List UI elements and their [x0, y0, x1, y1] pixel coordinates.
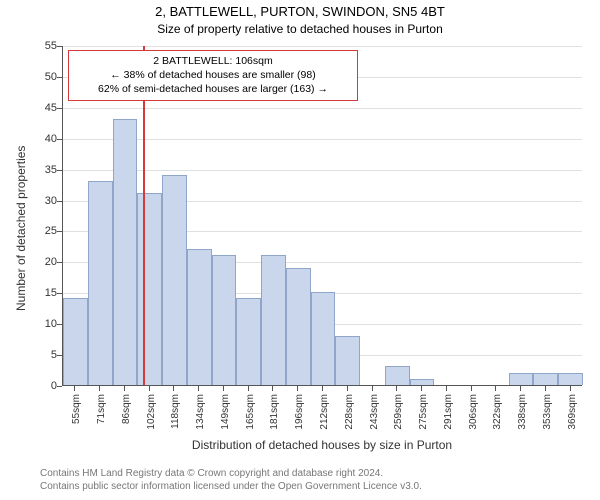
histogram-bar	[311, 292, 336, 385]
footer-line2: Contains public sector information licen…	[40, 480, 422, 493]
x-tick-label: 338sqm	[517, 394, 528, 439]
y-tick-mark	[57, 201, 62, 202]
x-tick-mark	[372, 386, 373, 391]
gridline	[63, 139, 582, 140]
histogram-bar	[410, 379, 435, 385]
annotation-line: 2 BATTLEWELL: 106sqm	[75, 54, 351, 68]
y-tick-label: 10	[45, 318, 57, 330]
x-tick-mark	[149, 386, 150, 391]
histogram-bar	[385, 366, 410, 385]
y-tick-mark	[57, 386, 62, 387]
histogram-chart: 2, BATTLEWELL, PURTON, SWINDON, SN5 4BT …	[0, 0, 600, 500]
y-tick-label: 40	[45, 133, 57, 145]
histogram-bar	[558, 373, 583, 385]
y-tick-mark	[57, 170, 62, 171]
x-tick-label: 369sqm	[567, 394, 578, 439]
x-tick-label: 306sqm	[468, 394, 479, 439]
annotation-line: ← 38% of detached houses are smaller (98…	[75, 68, 351, 82]
y-tick-label: 50	[45, 71, 57, 83]
x-tick-label: 212sqm	[319, 394, 330, 439]
histogram-bar	[509, 373, 534, 385]
histogram-bar	[335, 336, 360, 385]
y-tick-mark	[57, 77, 62, 78]
x-tick-mark	[99, 386, 100, 391]
histogram-bar	[162, 175, 187, 385]
y-tick-label: 35	[45, 164, 57, 176]
x-tick-label: 196sqm	[294, 394, 305, 439]
y-tick-mark	[57, 355, 62, 356]
y-axis-label: Number of detached properties	[14, 146, 28, 311]
y-tick-label: 20	[45, 256, 57, 268]
annotation-box: 2 BATTLEWELL: 106sqm← 38% of detached ho…	[68, 50, 358, 101]
x-tick-mark	[396, 386, 397, 391]
x-tick-mark	[347, 386, 348, 391]
x-tick-mark	[223, 386, 224, 391]
x-axis-label: Distribution of detached houses by size …	[62, 438, 582, 452]
y-tick-label: 15	[45, 287, 57, 299]
chart-title-line1: 2, BATTLEWELL, PURTON, SWINDON, SN5 4BT	[0, 4, 600, 19]
x-tick-label: 86sqm	[121, 394, 132, 439]
x-tick-mark	[545, 386, 546, 391]
x-tick-mark	[173, 386, 174, 391]
y-tick-mark	[57, 139, 62, 140]
footer-line1: Contains HM Land Registry data © Crown c…	[40, 467, 383, 480]
x-tick-label: 259sqm	[393, 394, 404, 439]
x-tick-label: 228sqm	[344, 394, 355, 439]
annotation-line: 62% of semi-detached houses are larger (…	[75, 82, 351, 96]
x-tick-label: 322sqm	[492, 394, 503, 439]
x-tick-label: 102sqm	[146, 394, 157, 439]
histogram-bar	[137, 193, 162, 385]
y-tick-mark	[57, 324, 62, 325]
gridline	[63, 170, 582, 171]
y-tick-label: 55	[45, 40, 57, 52]
x-tick-mark	[446, 386, 447, 391]
x-tick-mark	[198, 386, 199, 391]
x-tick-mark	[74, 386, 75, 391]
histogram-bar	[261, 255, 286, 385]
x-tick-mark	[248, 386, 249, 391]
x-tick-label: 275sqm	[418, 394, 429, 439]
x-tick-mark	[495, 386, 496, 391]
x-tick-mark	[297, 386, 298, 391]
histogram-bar	[63, 298, 88, 385]
gridline	[63, 46, 582, 47]
y-tick-label: 45	[45, 102, 57, 114]
y-tick-mark	[57, 231, 62, 232]
x-tick-label: 149sqm	[220, 394, 231, 439]
histogram-bar	[113, 119, 138, 385]
x-tick-label: 55sqm	[71, 394, 82, 439]
histogram-bar	[236, 298, 261, 385]
x-tick-mark	[272, 386, 273, 391]
y-tick-label: 25	[45, 225, 57, 237]
x-tick-label: 243sqm	[369, 394, 380, 439]
gridline	[63, 108, 582, 109]
x-tick-mark	[520, 386, 521, 391]
x-tick-label: 71sqm	[96, 394, 107, 439]
x-tick-label: 118sqm	[170, 394, 181, 439]
x-tick-label: 353sqm	[542, 394, 553, 439]
y-tick-mark	[57, 108, 62, 109]
chart-title-line2: Size of property relative to detached ho…	[0, 22, 600, 36]
x-tick-mark	[322, 386, 323, 391]
x-tick-mark	[421, 386, 422, 391]
x-tick-label: 181sqm	[269, 394, 280, 439]
x-tick-mark	[471, 386, 472, 391]
histogram-bar	[212, 255, 237, 385]
x-tick-label: 165sqm	[245, 394, 256, 439]
y-tick-mark	[57, 262, 62, 263]
histogram-bar	[88, 181, 113, 385]
histogram-bar	[187, 249, 212, 385]
y-tick-mark	[57, 46, 62, 47]
x-tick-mark	[124, 386, 125, 391]
x-tick-mark	[570, 386, 571, 391]
histogram-bar	[533, 373, 558, 385]
x-tick-label: 134sqm	[195, 394, 206, 439]
y-tick-mark	[57, 293, 62, 294]
histogram-bar	[286, 268, 311, 385]
x-tick-label: 291sqm	[443, 394, 454, 439]
y-tick-label: 30	[45, 195, 57, 207]
